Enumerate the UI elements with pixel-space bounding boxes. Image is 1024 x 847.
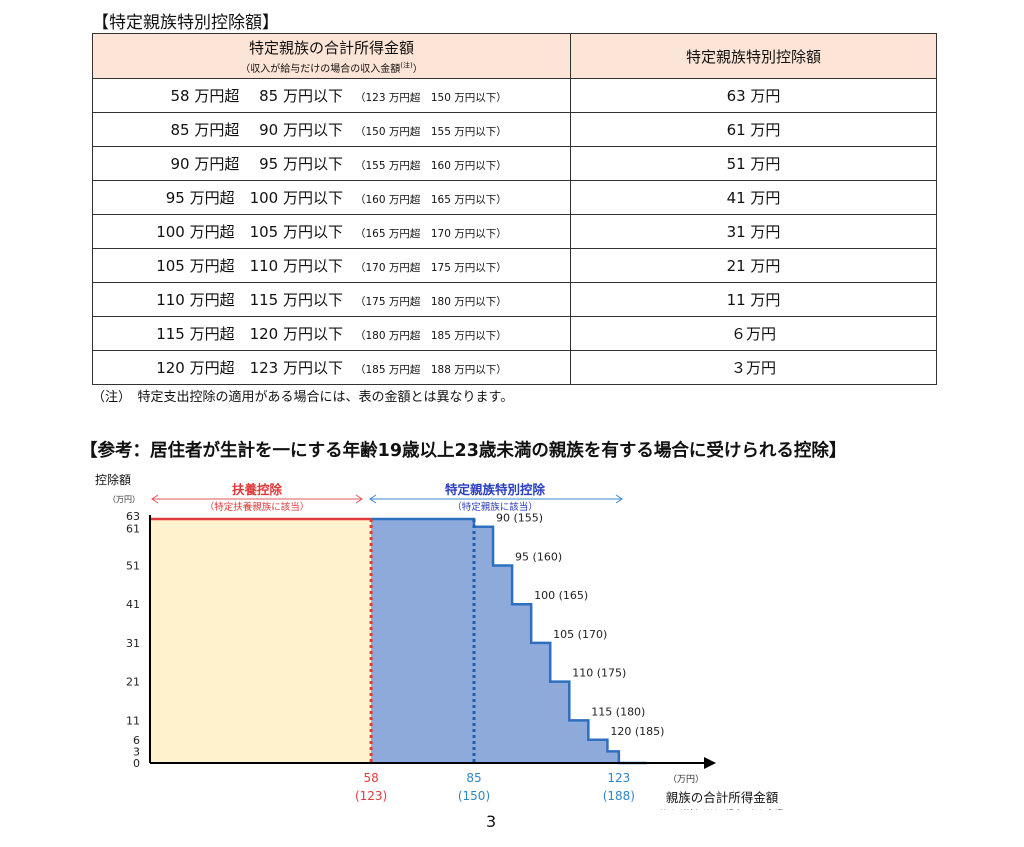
salary-range: （123 万円超 150 万円以下） xyxy=(355,92,507,104)
deduction-amount: 31 万円 xyxy=(570,214,937,249)
table-row: 95 万円超 100 万円以下 （160 万円超 165 万円以下） 41 万円 xyxy=(92,180,937,215)
step-line xyxy=(371,517,647,765)
header-income-sub-note: (注) xyxy=(400,61,413,70)
table-header-row: 特定親族の合計所得金額 （収入が給与だけの場合の収入金額(注)） 特定親族特別控… xyxy=(92,33,937,79)
y-tick-label: 6 xyxy=(133,734,140,747)
deduction-amount: 61 万円 xyxy=(570,112,937,147)
y-tick-label: 61 xyxy=(126,523,140,536)
deduction-amount: 41 万円 xyxy=(570,180,937,215)
page-number: 3 xyxy=(486,812,497,831)
income-range: 85 万円超 90 万円以下 xyxy=(170,121,343,139)
salary-range: （160 万円超 165 万円以下） xyxy=(355,194,507,206)
income-range-cell: 115 万円超 120 万円以下 （180 万円超 185 万円以下） xyxy=(92,316,571,351)
x-axis-label: 親族の合計所得金額 xyxy=(666,790,779,805)
income-range-cell: 110 万円超 115 万円以下 （175 万円超 180 万円以下） xyxy=(92,282,571,317)
special-relative-deduction-area xyxy=(371,519,619,763)
deduction-amount: 21 万円 xyxy=(570,248,937,283)
deduction-amount: 63 万円 xyxy=(570,78,937,113)
x-axis-unit: （万円） xyxy=(668,774,704,785)
income-range-cell: 58 万円超 85 万円以下 （123 万円超 150 万円以下） xyxy=(92,78,571,113)
step-label: 100 (165) xyxy=(534,589,588,602)
dependent-region-title: 扶養控除 xyxy=(232,482,283,497)
table-row: 100 万円超 105 万円以下 （165 万円超 170 万円以下） 31 万円 xyxy=(92,214,937,249)
special-arrow-head-left xyxy=(369,494,377,504)
x-tick-label: 58 xyxy=(363,771,378,785)
y-tick-label: 3 xyxy=(133,745,140,758)
income-range-cell: 90 万円超 95 万円以下 （155 万円超 160 万円以下） xyxy=(92,146,571,181)
deduction-amount: ３万円 xyxy=(570,350,937,385)
dependent-region-subtitle: （特定扶養親族に該当） xyxy=(205,501,310,513)
income-range-cell: 95 万円超 100 万円以下 （160 万円超 165 万円以下） xyxy=(92,180,571,215)
dependent-deduction-area xyxy=(150,519,372,763)
x-tick-sublabel: (150) xyxy=(458,789,490,803)
income-range: 120 万円超 123 万円以下 xyxy=(156,359,343,377)
table-note: （注） 特定支出控除の適用がある場合には、表の金額とは異なります。 xyxy=(92,390,514,405)
y-tick-label: 31 xyxy=(126,637,140,650)
dependent-arrow-head-left xyxy=(151,494,159,504)
x-tick-sublabel: (188) xyxy=(603,789,635,803)
salary-range: （155 万円超 160 万円以下） xyxy=(355,160,507,172)
income-range-cell: 105 万円超 110 万円以下 （170 万円超 175 万円以下） xyxy=(92,248,571,283)
y-tick-label: 63 xyxy=(126,510,140,523)
step-label: 120 (185) xyxy=(610,725,664,738)
table-row: 90 万円超 95 万円以下 （155 万円超 160 万円以下） 51 万円 xyxy=(92,146,937,181)
table-row: 85 万円超 90 万円以下 （150 万円超 155 万円以下） 61 万円 xyxy=(92,112,937,147)
salary-range: （180 万円超 185 万円以下） xyxy=(355,330,507,342)
x-tick-label: 85 xyxy=(466,771,481,785)
special-arrow-head-right xyxy=(615,494,623,504)
step-label: 115 (180) xyxy=(591,705,645,718)
deduction-amount: ６万円 xyxy=(570,316,937,351)
special-region-subtitle: （特定親族に該当） xyxy=(452,501,538,513)
y-tick-label: 51 xyxy=(126,559,140,572)
income-range: 90 万円超 95 万円以下 xyxy=(170,155,343,173)
table-row: 58 万円超 85 万円以下 （123 万円超 150 万円以下） 63 万円 xyxy=(92,78,937,113)
table-row: 110 万円超 115 万円以下 （175 万円超 180 万円以下） 11 万円 xyxy=(92,282,937,317)
step-label: 95 (160) xyxy=(515,550,562,563)
x-axis-arrow xyxy=(704,757,716,769)
step-label: 90 (155) xyxy=(496,512,543,525)
deduction-amount: 11 万円 xyxy=(570,282,937,317)
reference-title: 【参考：居住者が生計を一にする年齢19歳以上23歳未満の親族を有する場合に受けら… xyxy=(80,441,847,461)
header-income-sub: （収入が給与だけの場合の収入金額(注)） xyxy=(93,60,570,75)
salary-range: （185 万円超 188 万円以下） xyxy=(355,364,507,376)
step-label: 105 (170) xyxy=(553,628,607,641)
y-axis-unit: （万円） xyxy=(108,495,140,504)
income-range-cell: 120 万円超 123 万円以下 （185 万円超 188 万円以下） xyxy=(92,350,571,385)
deduction-table: 特定親族の合計所得金額 （収入が給与だけの場合の収入金額(注)） 特定親族特別控… xyxy=(92,33,937,385)
header-income-main: 特定親族の合計所得金額 xyxy=(248,39,414,57)
header-income-sub-text: （収入が給与だけの場合の収入金額 xyxy=(240,64,401,75)
income-range: 105 万円超 110 万円以下 xyxy=(156,257,343,275)
income-range-cell: 85 万円超 90 万円以下 （150 万円超 155 万円以下） xyxy=(92,112,571,147)
y-tick-label: 21 xyxy=(126,676,140,689)
deduction-amount: 51 万円 xyxy=(570,146,937,181)
x-tick-label: 123 xyxy=(607,771,630,785)
dependent-arrow-head-right xyxy=(355,494,363,504)
y-tick-label: 11 xyxy=(126,714,140,727)
income-range-cell: 100 万円超 105 万円以下 （165 万円超 170 万円以下） xyxy=(92,214,571,249)
income-range: 110 万円超 115 万円以下 xyxy=(156,291,343,309)
header-deduction: 特定親族特別控除額 xyxy=(570,33,937,79)
salary-range: （170 万円超 175 万円以下） xyxy=(355,262,507,274)
salary-range: （175 万円超 180 万円以下） xyxy=(355,296,507,308)
income-range: 58 万円超 85 万円以下 xyxy=(170,87,343,105)
y-tick-label: 41 xyxy=(126,598,140,611)
header-income: 特定親族の合計所得金額 （収入が給与だけの場合の収入金額(注)） xyxy=(92,33,571,79)
table-row: 120 万円超 123 万円以下 （185 万円超 188 万円以下） ３万円 xyxy=(92,350,937,385)
table-row: 115 万円超 120 万円以下 （180 万円超 185 万円以下） ６万円 xyxy=(92,316,937,351)
salary-range: （165 万円超 170 万円以下） xyxy=(355,228,507,240)
y-axis-label: 控除額 xyxy=(95,472,131,487)
special-region-title: 特定親族特別控除 xyxy=(445,482,546,497)
income-range: 100 万円超 105 万円以下 xyxy=(156,223,343,241)
salary-range: （150 万円超 155 万円以下） xyxy=(355,126,507,138)
step-label: 110 (175) xyxy=(572,667,626,680)
table-row: 105 万円超 110 万円以下 （170 万円超 175 万円以下） 21 万円 xyxy=(92,248,937,283)
income-range: 95 万円超 100 万円以下 xyxy=(165,189,343,207)
y-tick-label: 0 xyxy=(133,757,140,770)
header-income-sub-close: ） xyxy=(412,64,423,75)
x-axis-sublabel: （収入が給与だけの場合の収入金額） xyxy=(654,808,790,810)
x-tick-sublabel: (123) xyxy=(355,789,387,803)
income-range: 115 万円超 120 万円以下 xyxy=(156,325,343,343)
section-title: 【特定親族特別控除額】 xyxy=(92,13,279,33)
